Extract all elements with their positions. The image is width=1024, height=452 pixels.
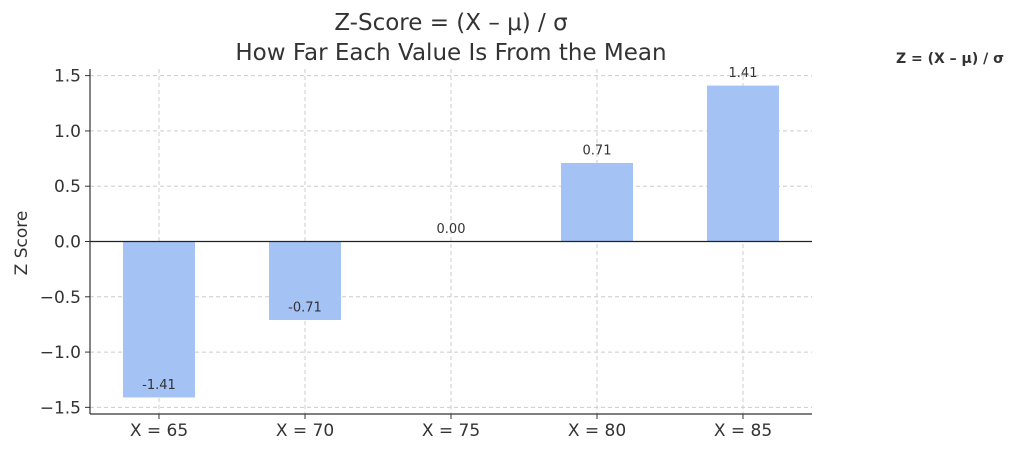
y-tick-label: −1.5 (40, 398, 81, 418)
y-tick-label: 0.5 (54, 177, 81, 197)
axes (85, 69, 812, 419)
chart-title-line-1: Z-Score = (X – μ) / σ (334, 10, 567, 36)
bar (561, 162, 633, 242)
y-tick-label: −1.0 (40, 343, 81, 363)
bar-value-label: 1.41 (729, 66, 758, 81)
x-tick-label: X = 70 (276, 421, 334, 441)
x-tick-label: X = 85 (714, 421, 772, 441)
y-tick-label: 0.0 (54, 233, 81, 253)
data-labels: -1.41 -0.71 0.00 0.71 1.41 (142, 66, 757, 393)
y-tick-label: 1.0 (54, 122, 81, 142)
y-tick-label: 1.5 (54, 67, 81, 87)
y-axis-label: Z Score (12, 211, 32, 276)
bar-value-label: -0.71 (288, 300, 322, 315)
x-tick-label: X = 80 (568, 421, 626, 441)
y-tick-label: −0.5 (40, 288, 81, 308)
bar-value-label: -1.41 (142, 378, 176, 393)
x-tick-label: X = 65 (130, 421, 188, 441)
bar-value-label: 0.00 (437, 222, 466, 237)
x-tick-label: X = 75 (422, 421, 480, 441)
bar (269, 241, 341, 321)
bar (123, 241, 195, 398)
tick-labels: −1.5 −1.0 −0.5 0.0 0.5 1.0 1.5 X = 65 X = 70 X = … (40, 67, 772, 441)
chart-title: Z-Score = (X – μ) / σ How Far Each Value… (235, 10, 666, 66)
formula-annotation: Z = (X – μ) / σ (896, 51, 1004, 67)
bars (123, 85, 779, 398)
chart-title-line-2: How Far Each Value Is From the Mean (235, 40, 666, 66)
bar-value-label: 0.71 (583, 143, 612, 158)
bar (707, 85, 779, 242)
